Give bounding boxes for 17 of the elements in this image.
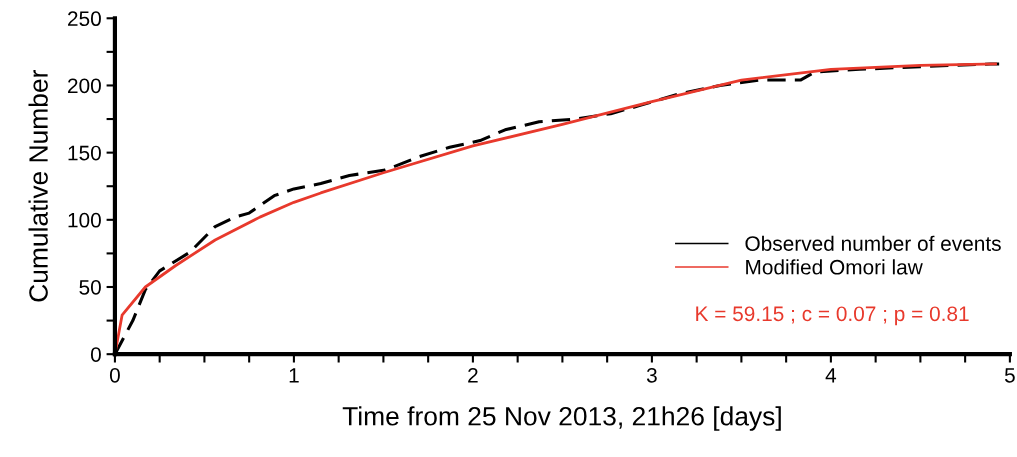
x-tick-label: 0 [109, 367, 120, 383]
y-tick-label: 50 [79, 280, 101, 295]
y-tick-label: 150 [68, 145, 101, 161]
y-tick-label: 0 [90, 347, 101, 362]
y-axis-title: Cumulative Number [28, 70, 48, 302]
x-tick-label: 1 [289, 368, 299, 383]
legend-label: Modified Omori law [746, 259, 923, 275]
x-tick-label: 5 [1004, 368, 1015, 383]
x-axis-title: Time from 25 Nov 2013, 21h26 [days] [342, 406, 781, 431]
legend-label: Observed number of events [745, 235, 1001, 251]
x-tick-label: 2 [468, 367, 478, 383]
y-tick-label: 200 [68, 78, 101, 94]
y-tick-label: 100 [68, 212, 101, 228]
annotation: K = 59.15 ; c = 0.07 ; p = 0.81 [696, 306, 969, 326]
y-tick-label: 250 [68, 11, 101, 27]
x-tick-label: 4 [825, 368, 837, 383]
x-tick-label: 3 [646, 367, 657, 383]
